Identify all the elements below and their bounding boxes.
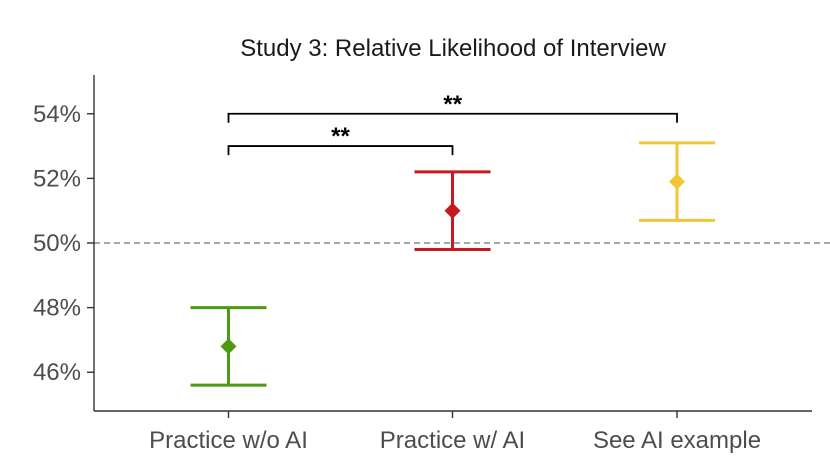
y-tick-label-50: 50% bbox=[33, 230, 81, 257]
y-tick-label-54: 54% bbox=[33, 101, 81, 128]
plot-area: 46% 48% 50% 52% 54% Practice w/o AI Practice w… bbox=[33, 75, 830, 454]
chart-title: Study 3: Relative Likelihood of Intervie… bbox=[240, 35, 666, 62]
y-tick-label-46: 46% bbox=[33, 359, 81, 386]
point-marker-3 bbox=[669, 173, 685, 190]
significance-bracket-2 bbox=[227, 112, 678, 123]
x-tick-label-1: Practice w/o AI bbox=[149, 427, 308, 454]
y-tick-label-52: 52% bbox=[33, 165, 81, 192]
x-tick-label-3: See AI example bbox=[593, 427, 761, 454]
y-tick-label-48: 48% bbox=[33, 295, 81, 322]
significance-label-2: ** bbox=[443, 91, 462, 118]
x-tick-label-2: Practice w/ AI bbox=[380, 427, 525, 454]
point-marker-2 bbox=[444, 202, 461, 219]
significance-bracket-1 bbox=[227, 145, 454, 156]
point-marker-1 bbox=[220, 338, 237, 355]
significance-label-1: ** bbox=[331, 123, 350, 150]
